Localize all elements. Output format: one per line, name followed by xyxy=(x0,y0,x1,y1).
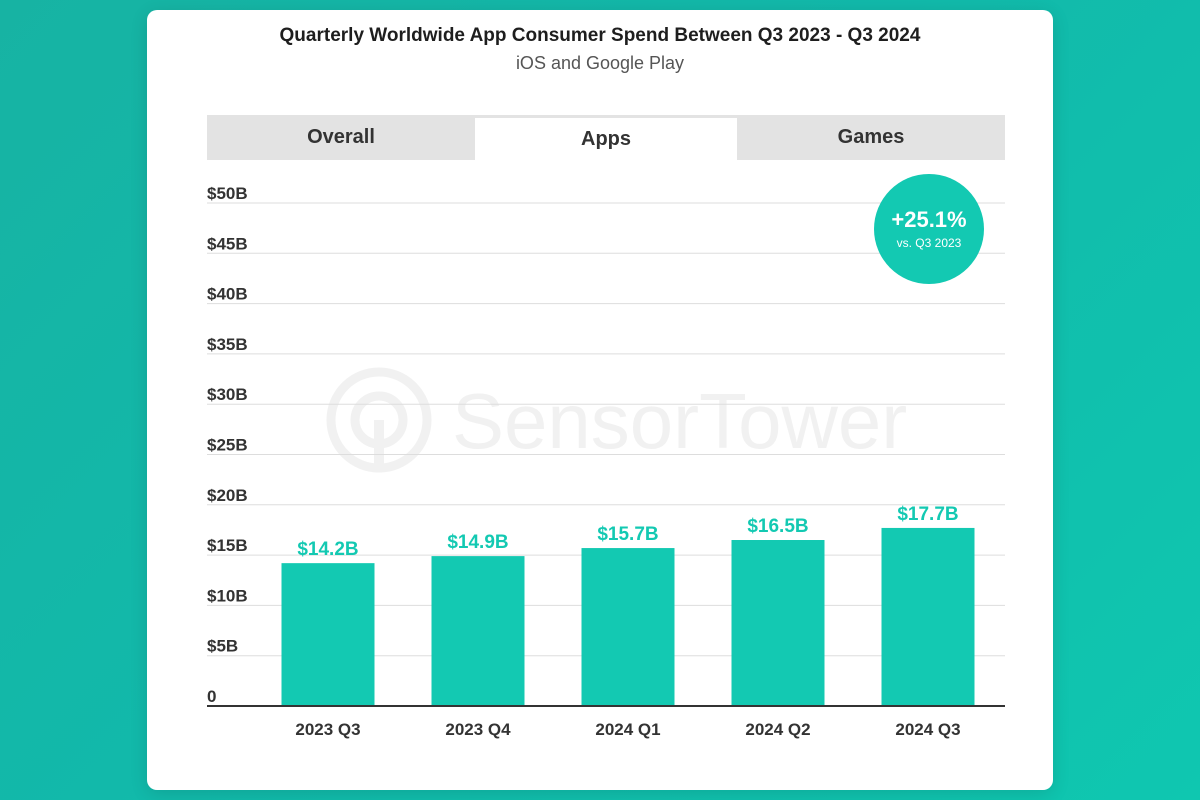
chart-title: Quarterly Worldwide App Consumer Spend B… xyxy=(279,25,921,46)
watermark: SensorTower xyxy=(326,367,907,473)
tab-bar: Overall Apps Games xyxy=(207,115,1005,160)
x-axis: 2023 Q3 2023 Q4 2024 Q1 2024 Q2 2024 Q3 xyxy=(295,720,960,739)
data-label: $16.5B xyxy=(747,516,808,537)
bar xyxy=(431,556,525,706)
data-label: $14.2B xyxy=(297,539,358,560)
bar xyxy=(281,563,375,706)
y-axis: 0 $5B $10B $15B $20B $25B $30B $35B $40B $45B $50B xyxy=(207,184,248,706)
x-tick-label: 2023 Q4 xyxy=(445,720,511,739)
y-tick-label: $40B xyxy=(207,285,248,304)
y-tick-label: $50B xyxy=(207,184,248,203)
bar-chart: SensorTower 0 $5B $10B $15B $20B $25B $30B $35B… xyxy=(207,184,1005,739)
y-tick-label: $5B xyxy=(207,637,238,656)
y-tick-label: $15B xyxy=(207,536,248,555)
y-tick-label: $45B xyxy=(207,234,248,253)
data-labels: $14.2B $14.9B $15.7B $16.5B $17.7B xyxy=(297,504,958,560)
bar xyxy=(581,548,675,706)
y-tick-label: $10B xyxy=(207,586,248,605)
y-tick-label: $25B xyxy=(207,436,248,455)
chart-subtitle: iOS and Google Play xyxy=(515,53,685,73)
y-tick-label: $35B xyxy=(207,335,248,354)
bars xyxy=(281,527,975,706)
growth-value: +25.1% xyxy=(891,206,967,232)
sensor-tower-logo-icon xyxy=(326,367,432,473)
growth-badge: +25.1% vs. Q3 2023 xyxy=(874,174,984,284)
x-tick-label: 2024 Q2 xyxy=(745,720,810,739)
bar xyxy=(881,527,975,706)
watermark-text: SensorTower xyxy=(452,377,907,465)
tab-overall[interactable]: Overall xyxy=(307,126,375,148)
tab-apps[interactable]: Apps xyxy=(475,118,737,160)
tab-games[interactable]: Games xyxy=(837,126,905,148)
x-tick-label: 2024 Q3 xyxy=(895,720,960,739)
growth-note: vs. Q3 2023 xyxy=(896,236,962,251)
chart-card: Quarterly Worldwide App Consumer Spend B… xyxy=(147,10,1053,790)
y-tick-label: $20B xyxy=(207,486,248,505)
data-label: $17.7B xyxy=(897,504,958,525)
bar xyxy=(731,540,825,706)
x-tick-label: 2023 Q3 xyxy=(295,720,360,739)
y-tick-label: $30B xyxy=(207,385,248,404)
data-label: $14.9B xyxy=(447,532,508,553)
data-label: $15.7B xyxy=(597,524,658,545)
x-tick-label: 2024 Q1 xyxy=(595,720,660,739)
y-tick-label: 0 xyxy=(207,687,216,706)
